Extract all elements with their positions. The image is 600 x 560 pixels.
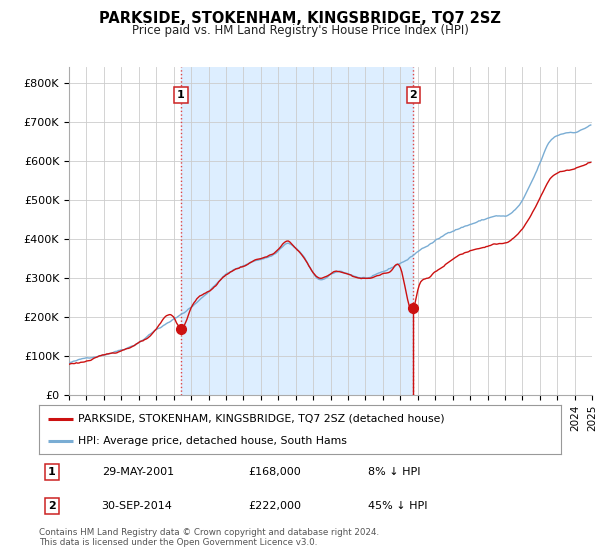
Text: 8% ↓ HPI: 8% ↓ HPI <box>368 467 421 477</box>
Text: 45% ↓ HPI: 45% ↓ HPI <box>368 501 427 511</box>
Text: 1: 1 <box>177 90 185 100</box>
Text: Contains HM Land Registry data © Crown copyright and database right 2024.
This d: Contains HM Land Registry data © Crown c… <box>39 528 379 547</box>
Text: 29-MAY-2001: 29-MAY-2001 <box>101 467 174 477</box>
Text: 30-SEP-2014: 30-SEP-2014 <box>101 501 173 511</box>
Text: PARKSIDE, STOKENHAM, KINGSBRIDGE, TQ7 2SZ (detached house): PARKSIDE, STOKENHAM, KINGSBRIDGE, TQ7 2S… <box>78 414 445 424</box>
Text: £168,000: £168,000 <box>248 467 301 477</box>
Text: 1: 1 <box>48 467 56 477</box>
Text: PARKSIDE, STOKENHAM, KINGSBRIDGE, TQ7 2SZ: PARKSIDE, STOKENHAM, KINGSBRIDGE, TQ7 2S… <box>99 11 501 26</box>
Text: 2: 2 <box>410 90 418 100</box>
Text: £222,000: £222,000 <box>248 501 301 511</box>
Bar <box>181 67 413 395</box>
Text: 2: 2 <box>48 501 56 511</box>
Text: Price paid vs. HM Land Registry's House Price Index (HPI): Price paid vs. HM Land Registry's House … <box>131 24 469 36</box>
Text: HPI: Average price, detached house, South Hams: HPI: Average price, detached house, Sout… <box>78 436 347 446</box>
